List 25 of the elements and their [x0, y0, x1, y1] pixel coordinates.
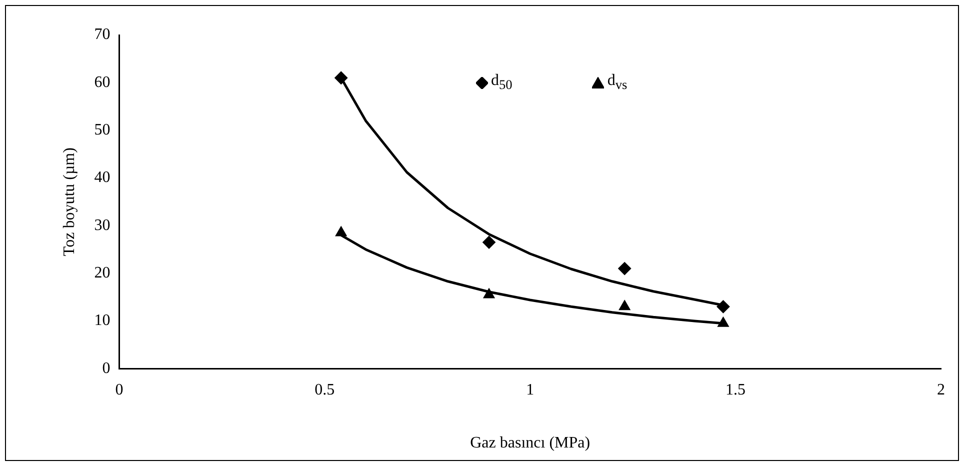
y-tick-label: 60: [94, 74, 110, 91]
y-tick-label: 30: [94, 216, 110, 234]
y-tick-label: 20: [94, 264, 110, 282]
point: [335, 226, 347, 236]
x-tick-label: 2: [937, 381, 945, 398]
x-axis-title: Gaz basıncı (MPa): [470, 434, 590, 452]
point: [718, 316, 729, 327]
y-axis-title: Toz boyutu (µm): [60, 148, 78, 256]
y-tick-label: 10: [94, 312, 110, 330]
legend-label: d$_{50}$: [491, 72, 512, 94]
point: [618, 262, 632, 276]
point: [483, 288, 495, 298]
y-tick-label: 70: [94, 26, 110, 44]
x-tick-label: 0.5: [314, 381, 335, 398]
legend-label: d$_{vs}$: [607, 72, 628, 94]
y-tick-label: 0: [102, 360, 110, 377]
y-tick-label: 40: [94, 169, 110, 186]
point: [334, 71, 348, 84]
x-tick-label: 1: [526, 381, 534, 398]
point: [716, 300, 730, 314]
point: [618, 300, 630, 310]
x-tick-label: 1.5: [726, 381, 746, 398]
x-tick-label: 0: [115, 381, 124, 398]
point: [482, 236, 496, 249]
y-tick-label: 50: [94, 122, 110, 139]
